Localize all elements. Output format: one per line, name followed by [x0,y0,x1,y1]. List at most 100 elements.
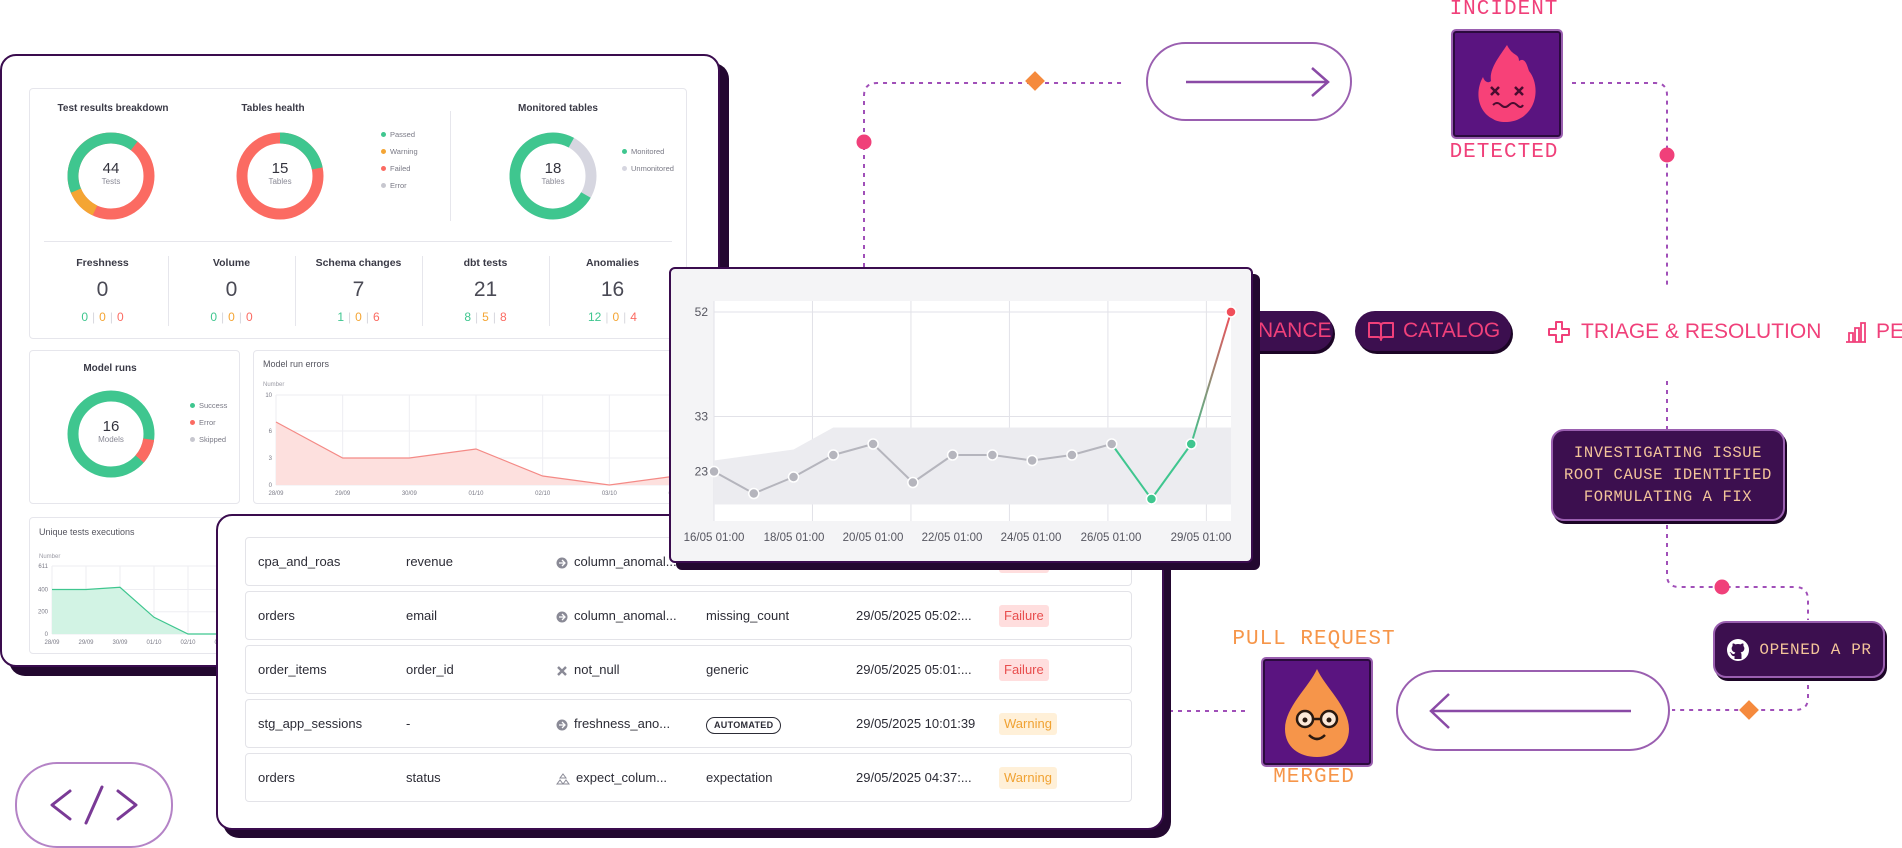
series-line-segment [1190,311,1232,445]
status-badge: Warning [999,713,1057,735]
legend-item: Passed [381,126,418,143]
cell-time: 29/05/2025 04:37:... [856,770,972,785]
data-point [708,465,720,478]
unique-tests-ylabel: Number [39,554,61,560]
cell-sub: AUTOMATED [706,700,782,747]
data-point [1026,454,1038,467]
nav-triage[interactable]: TRIAGE & RESOLUTION [1547,318,1821,346]
data-point [1225,306,1237,318]
x-tick-label: 28/09 [44,640,60,646]
metric-divider [295,256,296,326]
x-tick-label: 22/05 01:00 [922,532,983,544]
table-row[interactable]: order_items order_id not_null generic 29… [245,645,1132,694]
metric-warn: 0 [355,310,362,324]
cell-sub: missing_count [706,608,790,623]
flow-node-diamond [1025,71,1045,91]
metric-pass: 8 [464,310,472,324]
legend-item: Failed [381,160,418,177]
cell-table: orders [258,608,295,623]
metric-title: Schema changes [315,257,402,269]
monitored-tables-center: 18 Tables [528,161,578,187]
data-point [946,449,959,461]
table-row[interactable]: orders email column_anomal... missing_co… [245,591,1132,640]
legend-item: Success [190,397,227,414]
metric-pass: 0 [81,310,89,324]
x-tick-label: 20/05 01:00 [843,532,904,544]
pill-catalog[interactable]: CATALOG [1355,311,1511,351]
data-point [1145,493,1158,505]
nav-performance[interactable]: PE [1844,318,1902,346]
investigating-line: FORMULATING A FIX [1583,488,1753,506]
anomaly-icon [556,719,568,731]
series-line-segment [753,476,794,495]
status-badge: Failure [999,605,1049,627]
series-line-segment [713,470,755,495]
drop-happy-icon [1285,669,1349,757]
unique-tests-panel: Unique tests executions Number 28/09 29/0… [29,517,231,654]
anomaly-icon [556,557,568,569]
code-pill [15,762,173,848]
metric-breakdown: 0 | 0 | 0 [81,310,124,324]
fire-incident-icon [1478,45,1536,122]
metric-breakdown: 12 | 0 | 4 [588,310,637,324]
metric-warn: 0 [228,310,235,324]
table-row[interactable]: orders status expect_colum... expectatio… [245,753,1132,802]
cell-test-label: not_null [574,662,620,677]
y-tick-label: 23 [695,465,709,479]
flow-node-dot [856,134,872,150]
x-tick-label: 29/05 01:00 [1171,532,1232,544]
metric-title: Freshness [76,257,129,269]
data-point [748,487,760,500]
metric-value: 16 [600,278,625,301]
bar-chart-icon [1846,322,1866,343]
model-runs-title: Model runs [83,363,137,374]
anomaly-chart-card: 52 33 23 16/05 01:00 18/05 01:00 20/05 01:00 2… [669,267,1253,563]
model-runs-panel: Model runs 16 Models Success Error Skipp… [29,350,240,504]
series-line-segment [912,454,954,484]
y-tick-label: 6 [269,429,273,435]
test-results-donut [67,132,155,220]
nav-triage-label: TRIAGE & RESOLUTION [1581,320,1822,343]
metric-fail: 4 [630,310,637,324]
test-results-unit: Tests [101,177,121,186]
y-tick-label: 0 [45,632,49,638]
monitored-tables-value: 18 [544,160,562,177]
monitored-tables-legend: Monitored Unmonitored [622,143,674,177]
status-badge: Warning [999,767,1057,789]
panel-divider [450,111,451,221]
opened-pr-button[interactable]: OPENED A PR [1713,621,1885,678]
cell-test-label: freshness_ano... [574,716,671,731]
cross-icon [557,665,567,676]
monitored-tables-unit: Tables [541,177,565,186]
x-tick-label: 16/05 01:00 [684,532,745,544]
x-tick-label: 01/10 [146,640,162,646]
x-tick-label: 02/10 [180,640,196,646]
x-tick-label: 03/10 [602,491,618,497]
cell-sub: generic [706,662,749,677]
legend-item: Skipped [190,431,227,448]
book-icon [1368,322,1394,341]
x-tick-label: 30/09 [112,640,128,646]
model-run-errors-ylabel: Number [263,382,285,388]
detected-label: DETECTED [1449,141,1559,164]
series-line-segment [1110,443,1153,500]
cell-table: order_items [258,662,327,677]
metric-breakdown: 0 | 0 | 0 [210,310,253,324]
metric-title: Anomalies [585,257,640,269]
data-point [1185,438,1197,450]
cell-status: Warning [999,754,1057,801]
series-line [52,586,222,635]
x-tick-label: 26/05 01:00 [1081,532,1142,544]
legend-label: Warning [390,147,418,156]
legend-item: Warning [381,143,418,160]
table-row[interactable]: stg_app_sessions - freshness_ano... AUTO… [245,699,1132,748]
metric-value: 0 [96,278,109,301]
data-point [1105,438,1118,450]
metric-title: Volume [212,257,251,269]
metric-divider [549,256,550,326]
x-tick-label: 29/09 [78,640,94,646]
data-point [827,449,840,461]
x-tick-label: 18/05 01:00 [764,532,825,544]
model-run-errors-title: Model run errors [263,359,330,369]
metric-warn: 0 [612,310,620,324]
